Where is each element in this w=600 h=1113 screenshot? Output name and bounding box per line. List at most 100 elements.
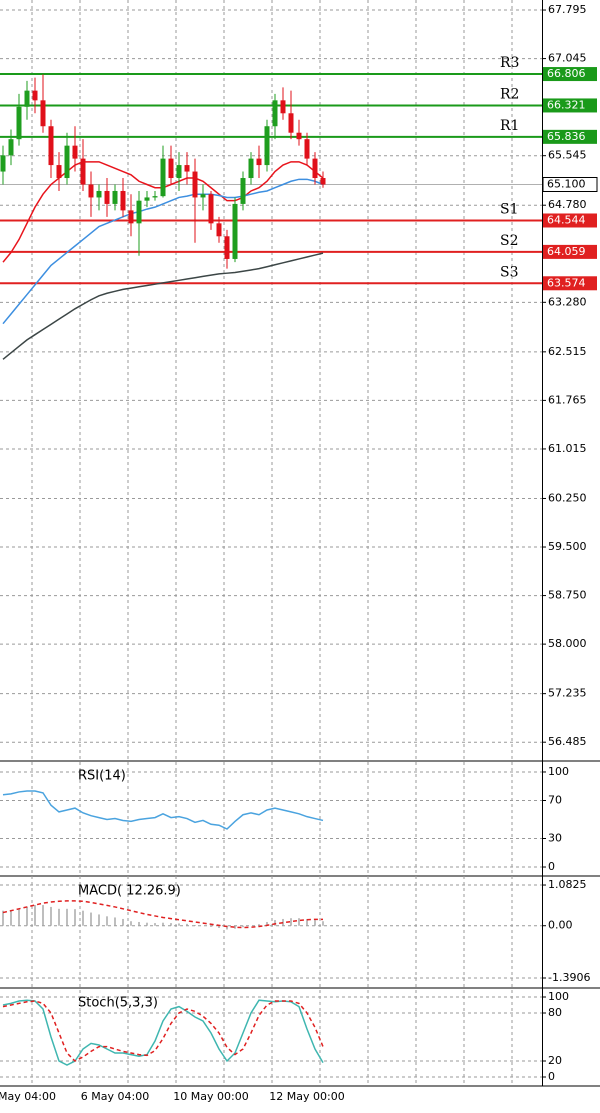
- candle-body: [112, 190, 118, 204]
- y-tick-label: 100: [548, 765, 569, 778]
- candle-body: [56, 165, 62, 179]
- candle-body: [288, 113, 294, 133]
- indicator-line: [2, 1000, 324, 1062]
- level-label-box: [543, 276, 597, 291]
- candle-body: [24, 90, 30, 107]
- level-name: S3: [500, 264, 519, 280]
- candle-body: [80, 158, 86, 185]
- current-price-label: 65.100: [547, 177, 586, 190]
- candle-body: [128, 210, 134, 224]
- y-tick-label: 0.00: [548, 919, 573, 932]
- level-label: 66.321: [547, 98, 586, 111]
- candle-body: [152, 196, 158, 198]
- y-tick-label: 65.545: [548, 149, 587, 162]
- candle-body: [104, 190, 110, 204]
- candle-body: [48, 126, 54, 166]
- level-label: 64.544: [547, 213, 586, 226]
- candle-body: [144, 197, 150, 201]
- candle-body: [88, 184, 94, 198]
- panel-title: Stoch(5,3,3): [78, 996, 158, 1011]
- level-name: R1: [500, 118, 519, 134]
- y-tick-label: 57.235: [548, 687, 587, 700]
- candle-body: [72, 145, 78, 159]
- y-tick-label: -1.3906: [548, 971, 590, 984]
- level-label-box: [543, 129, 597, 144]
- level-label: 65.836: [547, 130, 586, 143]
- y-tick-label: 58.750: [548, 589, 587, 602]
- panel-title: MACD( 12.26.9): [78, 884, 181, 899]
- level-label-box: [543, 98, 597, 113]
- level-name: R2: [500, 86, 519, 102]
- level-label: 63.574: [547, 276, 586, 289]
- y-tick-label: 60.250: [548, 491, 587, 504]
- y-tick-label: 61.015: [548, 442, 587, 455]
- candle-body: [40, 100, 46, 127]
- candle-body: [232, 203, 238, 259]
- current-price-box: [542, 176, 598, 192]
- y-tick-label: 30: [548, 832, 562, 845]
- y-tick-label: 58.000: [548, 637, 587, 650]
- candle-body: [0, 155, 6, 172]
- signal-line: [2, 900, 323, 929]
- y-tick-label: 0: [548, 860, 555, 873]
- y-tick-label: 63.280: [548, 295, 587, 308]
- panel-title: RSI(14): [78, 769, 126, 784]
- y-tick-label: 0: [548, 1070, 555, 1083]
- candle-body: [272, 100, 278, 127]
- candle-body: [320, 178, 326, 185]
- candle-body: [120, 190, 126, 211]
- moving-average: [2, 252, 324, 360]
- candle-body: [136, 200, 142, 224]
- candle-body: [200, 194, 206, 198]
- level-label-box: [543, 244, 597, 259]
- candle-body: [184, 165, 190, 172]
- moving-average: [2, 178, 324, 325]
- candle-body: [280, 100, 286, 114]
- y-tick-label: 62.515: [548, 345, 587, 358]
- candle-body: [64, 145, 70, 179]
- candle-body: [256, 158, 262, 166]
- y-tick-label: 100: [548, 990, 569, 1003]
- x-tick-label: 10 May 00:00: [173, 1090, 248, 1103]
- candle-body: [192, 171, 198, 198]
- candle-body: [248, 158, 254, 179]
- candle-body: [240, 178, 246, 204]
- candle-body: [208, 194, 214, 224]
- level-label: 64.059: [547, 245, 586, 258]
- candle-body: [216, 223, 222, 237]
- y-tick-label: 70: [548, 793, 562, 806]
- candle-body: [96, 190, 102, 198]
- candle-body: [312, 158, 318, 179]
- y-tick-label: 59.500: [548, 540, 587, 553]
- y-tick-label: 80: [548, 1006, 562, 1019]
- level-name: R3: [500, 55, 519, 71]
- level-label-box: [543, 67, 597, 82]
- candle-body: [176, 165, 182, 179]
- candle-body: [304, 139, 310, 159]
- indicator-line: [2, 790, 324, 830]
- y-tick-label: 67.045: [548, 52, 587, 65]
- x-tick-label: 6 May 04:00: [81, 1090, 149, 1103]
- indicator-line: [2, 999, 324, 1066]
- x-tick-label: May 04:00: [0, 1090, 56, 1103]
- y-tick-label: 1.0825: [548, 878, 587, 891]
- y-tick-label: 56.485: [548, 735, 587, 748]
- candle-body: [296, 132, 302, 140]
- level-label: 66.806: [547, 67, 586, 80]
- x-tick-label: 12 May 00:00: [269, 1090, 344, 1103]
- candle-body: [8, 139, 14, 156]
- candle-body: [32, 90, 38, 101]
- candle-body: [16, 106, 22, 140]
- y-tick-label: 20: [548, 1054, 562, 1067]
- level-name: S2: [500, 233, 519, 249]
- y-tick-label: 61.765: [548, 393, 587, 406]
- candle-body: [160, 158, 166, 197]
- y-tick-label: 64.780: [548, 198, 587, 211]
- candle-body: [224, 236, 230, 259]
- candle-body: [264, 126, 270, 166]
- candle-body: [168, 158, 174, 179]
- y-tick-label: 67.795: [548, 3, 587, 16]
- level-name: S1: [500, 201, 519, 217]
